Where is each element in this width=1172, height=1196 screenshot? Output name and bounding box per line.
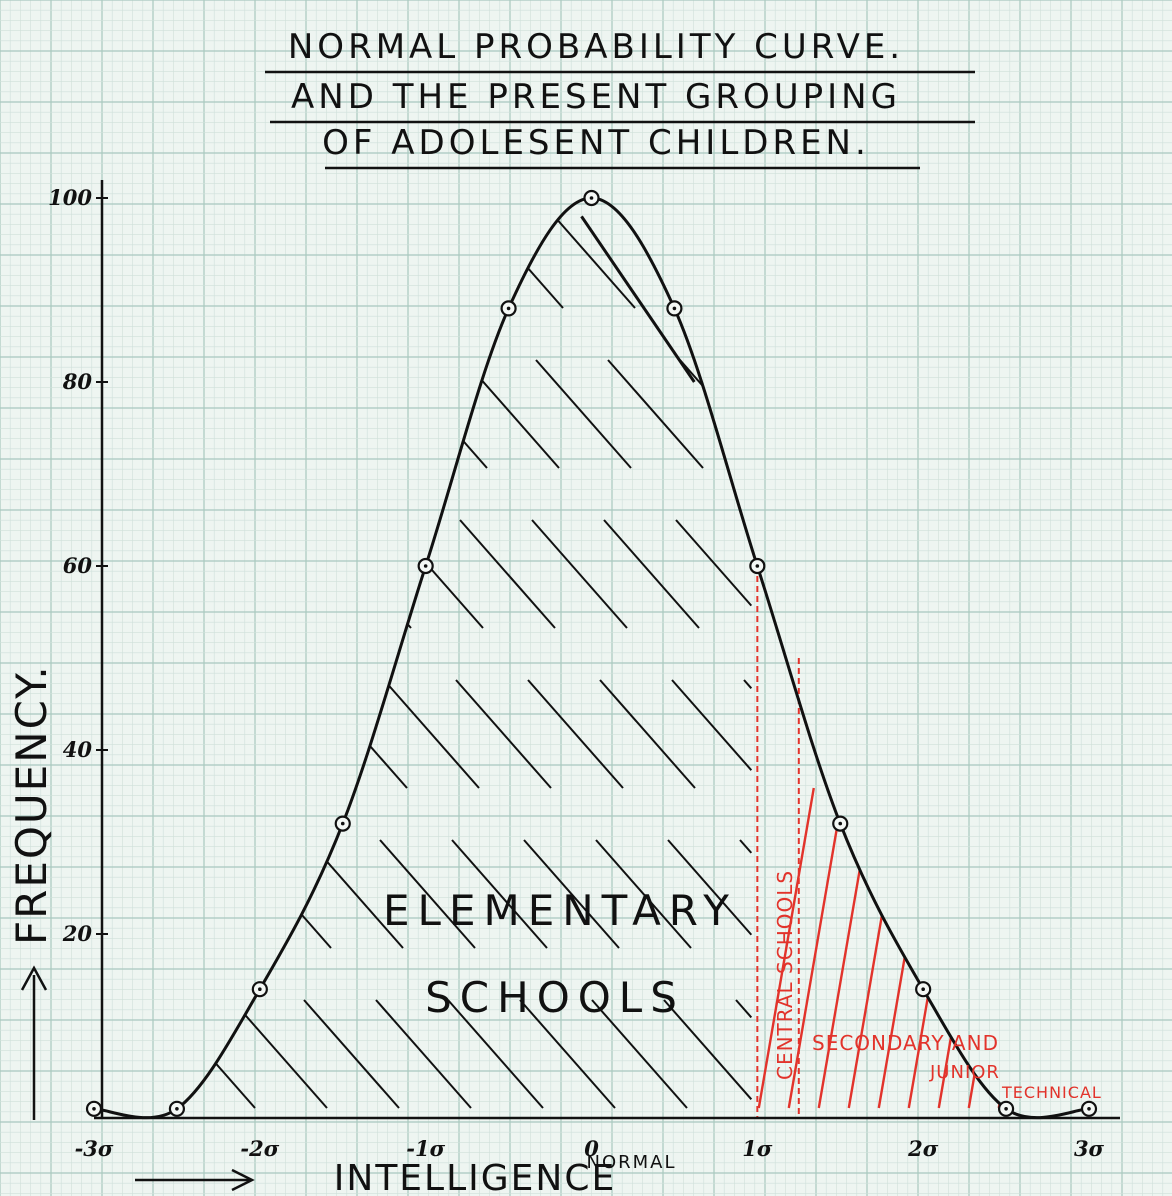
hatch-stroke xyxy=(459,519,556,629)
data-point-dot xyxy=(838,821,843,826)
hatch-stroke xyxy=(395,199,492,309)
hatch-stroke xyxy=(599,679,696,789)
x-center-label: NORMAL xyxy=(586,1152,676,1173)
hatch-stroke xyxy=(1119,788,1172,1108)
hatch-stroke xyxy=(375,999,472,1109)
data-point-dot xyxy=(755,564,760,568)
data-point-dot xyxy=(423,564,428,568)
x-tick-label: 2σ xyxy=(907,1136,939,1161)
data-point-dot xyxy=(506,306,511,311)
hatch-stroke xyxy=(179,199,276,309)
hatch-stroke xyxy=(303,999,400,1109)
hatch-stroke xyxy=(611,199,708,309)
data-point-dot xyxy=(589,196,594,200)
hatch-stroke xyxy=(447,999,544,1109)
hatching xyxy=(94,199,1172,1109)
hatch-stroke xyxy=(1087,787,1089,1109)
x-axis-label: INTELLIGENCE xyxy=(334,1158,616,1196)
region-label-schools: SCHOOLS xyxy=(425,973,685,1022)
hatch-stroke xyxy=(175,359,272,469)
hatch-stroke xyxy=(739,839,753,854)
chart-title-line: OF ADOLESENT CHILDREN. xyxy=(322,123,870,163)
x-tick-label: -2σ xyxy=(240,1136,279,1161)
hatch-stroke xyxy=(967,787,1025,1109)
hatch-stroke xyxy=(239,679,336,789)
y-tick-label: 20 xyxy=(62,921,93,946)
hatch-stroke xyxy=(667,839,753,936)
x-axis-arrowhead xyxy=(231,1168,255,1192)
y-axis-arrowhead xyxy=(20,965,48,991)
hatch-stroke xyxy=(671,679,753,771)
region-label-junior: JUNIOR xyxy=(929,1062,1000,1083)
data-point-dot xyxy=(258,987,262,991)
chart-title-line: NORMAL PROBABILITY CURVE. xyxy=(288,27,904,67)
region-label-technical: TECHNICAL xyxy=(1001,1083,1102,1102)
hatch-stroke xyxy=(94,841,188,949)
hatch-stroke xyxy=(463,359,560,469)
hatch-stroke xyxy=(94,265,132,309)
x-tick-label: -1σ xyxy=(406,1136,445,1161)
x-tick-label: 1σ xyxy=(742,1136,773,1161)
hatch-stroke xyxy=(675,519,753,607)
data-point-dot xyxy=(1004,1107,1008,1111)
hatch-stroke xyxy=(743,679,753,689)
x-tick-label: 3σ xyxy=(1074,1136,1105,1161)
hatch-stroke xyxy=(95,679,192,789)
peak-stroke xyxy=(580,215,696,383)
hatch-stroke xyxy=(455,679,552,789)
y-tick-label: 80 xyxy=(62,369,93,394)
region-label-elementary: ELEMENTARY xyxy=(383,886,737,935)
hatch-stroke xyxy=(94,758,120,789)
x-tick-label: -3σ xyxy=(75,1136,114,1161)
hatch-stroke xyxy=(94,429,128,469)
hatch-stroke xyxy=(735,999,753,1019)
hatch-stroke xyxy=(159,999,256,1109)
hatch-stroke xyxy=(907,787,965,1109)
y-tick-label: 100 xyxy=(48,185,92,210)
hatch-stroke xyxy=(379,839,476,949)
hatch-stroke xyxy=(231,999,328,1109)
hatch-stroke xyxy=(531,519,628,629)
region-label-secondary: SECONDARY AND xyxy=(812,1031,999,1055)
hatch-stroke xyxy=(607,359,704,469)
hatch-stroke xyxy=(383,679,480,789)
hatch-stroke xyxy=(451,839,548,949)
data-point-dot xyxy=(921,987,925,991)
y-axis-label: FREQUENCY. xyxy=(7,664,56,945)
hatch-stroke xyxy=(663,999,753,1100)
data-point-dot xyxy=(340,821,345,826)
hatch-stroke xyxy=(235,839,332,949)
hatch-stroke xyxy=(251,199,348,309)
hatch-stroke xyxy=(595,839,692,949)
hatch-stroke xyxy=(591,999,688,1109)
hatch-stroke xyxy=(603,519,700,629)
data-point-dot xyxy=(92,1107,96,1111)
hatch-stroke xyxy=(757,787,815,1109)
y-tick-label: 60 xyxy=(63,553,93,578)
hatch-stroke xyxy=(323,199,420,309)
hatch-stroke xyxy=(535,359,632,469)
x-tick-label: 0 xyxy=(584,1136,599,1161)
hatch-stroke xyxy=(877,787,935,1109)
chart-title-line: AND THE PRESENT GROUPING xyxy=(291,77,901,117)
data-point-dot xyxy=(1087,1107,1091,1111)
hatch-stroke xyxy=(94,1006,184,1109)
hatch-stroke xyxy=(103,359,200,469)
hatch-stroke xyxy=(167,679,264,789)
hatch-stroke xyxy=(997,787,1055,1109)
hatch-stroke xyxy=(523,839,620,949)
region-label-central: CENTRAL SCHOOLS xyxy=(773,870,797,1080)
hatch-stroke xyxy=(1027,787,1085,1109)
hatch-stroke xyxy=(527,679,624,789)
hatch-stroke xyxy=(787,787,845,1109)
hatch-stroke xyxy=(94,923,116,949)
hatch-stroke xyxy=(1057,787,1089,1109)
data-point-dot xyxy=(672,306,677,311)
data-point-dot xyxy=(175,1107,179,1111)
hatch-stroke xyxy=(519,999,616,1109)
y-tick-label: 40 xyxy=(63,737,93,762)
